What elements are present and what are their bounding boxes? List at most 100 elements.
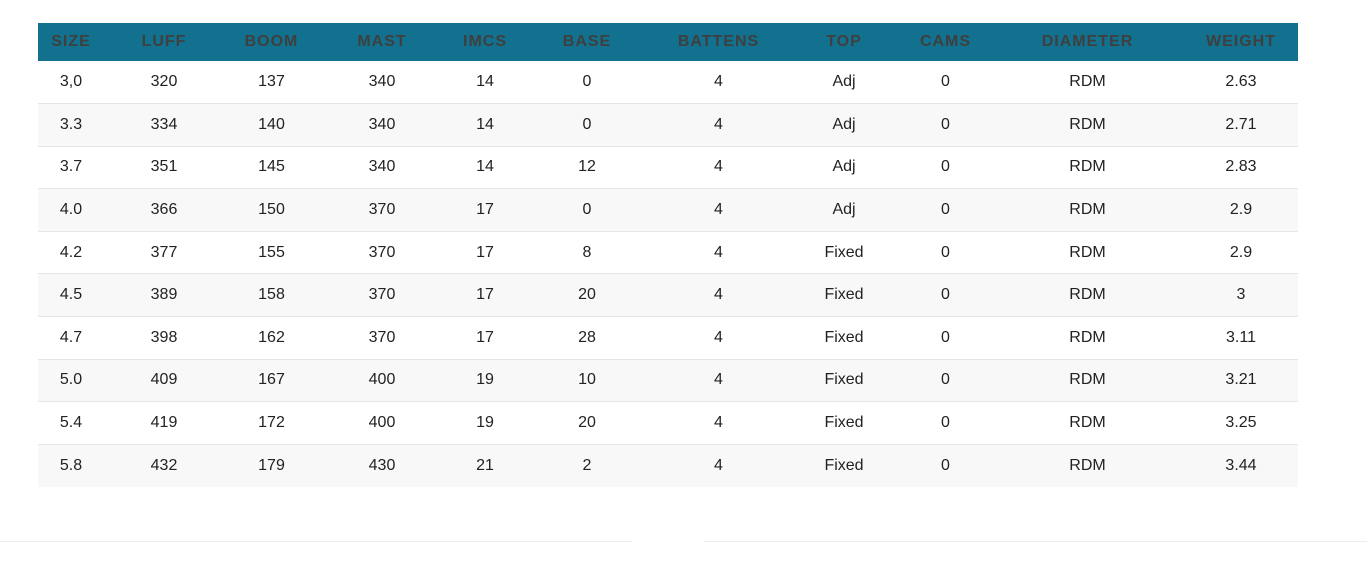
cell-luff: 351 bbox=[104, 146, 224, 190]
cell-weight: 2.71 bbox=[1184, 103, 1298, 147]
cell-diameter: RDM bbox=[991, 61, 1184, 105]
cell-boom: 137 bbox=[224, 61, 319, 105]
cell-boom: 162 bbox=[224, 316, 319, 360]
cell-battens: 4 bbox=[649, 188, 788, 232]
cell-top: Adj bbox=[788, 146, 900, 190]
cell-battens: 4 bbox=[649, 61, 788, 105]
cell-diameter: RDM bbox=[991, 231, 1184, 275]
cell-boom: 172 bbox=[224, 401, 319, 445]
cell-weight: 3 bbox=[1184, 273, 1298, 318]
cell-size: 4.2 bbox=[38, 231, 104, 275]
cell-mast: 340 bbox=[319, 146, 445, 190]
cell-mast: 400 bbox=[319, 359, 445, 403]
table-row: 5.4 419 172 400 19 20 4 Fixed 0 RDM 3.25 bbox=[38, 401, 1298, 445]
cell-weight: 3.11 bbox=[1184, 316, 1298, 360]
cell-battens: 4 bbox=[714, 456, 723, 474]
cell-diameter: RDM bbox=[991, 146, 1184, 190]
cell-battens: 4 bbox=[649, 231, 788, 275]
table-header: SIZE LUFF BOOM MAST IMCS BASE BATTENS TO… bbox=[38, 23, 1298, 61]
column-header-imcs: IMCS bbox=[463, 33, 507, 50]
cell-size: 3.3 bbox=[38, 103, 104, 147]
cell-luff: 419 bbox=[104, 401, 224, 445]
cell-diameter: RDM bbox=[1069, 456, 1106, 474]
cell-boom: 155 bbox=[224, 231, 319, 275]
cell-weight: 3.25 bbox=[1184, 401, 1298, 445]
cell-size: 4.5 bbox=[38, 273, 104, 318]
cell-cams: 0 bbox=[900, 146, 991, 190]
cell-cams: 0 bbox=[900, 61, 991, 105]
cell-weight: 2.83 bbox=[1184, 146, 1298, 190]
cell-boom: 150 bbox=[224, 188, 319, 232]
column-header-weight: WEIGHT bbox=[1206, 33, 1276, 50]
table-row: 4.7 398 162 370 17 28 4 Fixed 0 RDM 3.11 bbox=[38, 316, 1298, 360]
cell-size: 5.0 bbox=[38, 359, 104, 403]
cell-mast: 400 bbox=[319, 401, 445, 445]
cell-mast: 370 bbox=[319, 231, 445, 275]
cell-mast: 340 bbox=[319, 61, 445, 105]
cell-base: 2 bbox=[582, 456, 592, 474]
cell-base: 0 bbox=[525, 188, 649, 232]
cell-base: 20 bbox=[525, 401, 649, 445]
cell-luff: 366 bbox=[104, 188, 224, 232]
column-header-top: TOP bbox=[826, 33, 862, 50]
cell-mast: 370 bbox=[319, 273, 445, 318]
cell-imcs: 17 bbox=[445, 231, 525, 275]
cell-mast: 370 bbox=[319, 316, 445, 360]
cell-boom: 167 bbox=[224, 359, 319, 403]
cell-cams: 0 bbox=[900, 401, 991, 445]
cell-luff: 432 bbox=[150, 456, 178, 474]
cell-top: Fixed bbox=[788, 231, 900, 275]
table-row: 3.3 334 140 340 14 0 4 Adj 0 RDM 2.71 bbox=[38, 103, 1298, 147]
cell-base: 10 bbox=[525, 359, 649, 403]
cell-boom: 158 bbox=[224, 273, 319, 318]
cell-battens: 4 bbox=[649, 146, 788, 190]
cell-imcs: 14 bbox=[445, 61, 525, 105]
cell-top: Fixed bbox=[788, 316, 900, 360]
cell-luff: 334 bbox=[104, 103, 224, 147]
cell-battens: 4 bbox=[649, 401, 788, 445]
cell-base: 0 bbox=[525, 103, 649, 147]
cell-diameter: RDM bbox=[991, 273, 1184, 318]
cell-luff: 409 bbox=[104, 359, 224, 403]
cell-mast: 430 bbox=[368, 456, 396, 474]
cell-diameter: RDM bbox=[991, 316, 1184, 360]
cell-luff: 377 bbox=[104, 231, 224, 275]
cell-cams: 0 bbox=[900, 316, 991, 360]
cell-boom: 140 bbox=[224, 103, 319, 147]
cell-base: 8 bbox=[525, 231, 649, 275]
cell-boom: 145 bbox=[224, 146, 319, 190]
cell-weight: 3.21 bbox=[1184, 359, 1298, 403]
column-header-base: BASE bbox=[562, 33, 612, 50]
footer-divider-left bbox=[0, 541, 632, 542]
cell-mast: 370 bbox=[319, 188, 445, 232]
cell-size: 4.7 bbox=[38, 316, 104, 360]
cell-base: 20 bbox=[525, 273, 649, 318]
cell-imcs: 19 bbox=[445, 401, 525, 445]
column-header-diameter: DIAMETER bbox=[1041, 33, 1134, 50]
cell-battens: 4 bbox=[649, 103, 788, 147]
cell-battens: 4 bbox=[649, 273, 788, 318]
cell-size: 4.0 bbox=[38, 188, 104, 232]
cell-cams: 0 bbox=[900, 188, 991, 232]
cell-cams: 0 bbox=[941, 456, 950, 474]
cell-base: 12 bbox=[525, 146, 649, 190]
cell-imcs: 21 bbox=[476, 456, 494, 474]
cell-top: Fixed bbox=[788, 401, 900, 445]
table-row: 4.0 366 150 370 17 0 4 Adj 0 RDM 2.9 bbox=[38, 188, 1298, 232]
cell-weight: 2.9 bbox=[1184, 231, 1298, 275]
cell-cams: 0 bbox=[900, 231, 991, 275]
cell-battens: 4 bbox=[649, 359, 788, 403]
cell-diameter: RDM bbox=[991, 401, 1184, 445]
cell-imcs: 14 bbox=[445, 146, 525, 190]
specs-table: SIZE LUFF BOOM MAST IMCS BASE BATTENS TO… bbox=[38, 23, 1298, 487]
cell-size: 3.7 bbox=[38, 146, 104, 190]
cell-diameter: RDM bbox=[991, 188, 1184, 232]
cell-base: 28 bbox=[525, 316, 649, 360]
cell-base: 0 bbox=[525, 61, 649, 105]
footer-divider-right bbox=[704, 541, 1367, 542]
column-header-luff: LUFF bbox=[141, 33, 187, 50]
cell-top: Adj bbox=[788, 188, 900, 232]
table-row: 4.2 377 155 370 17 8 4 Fixed 0 RDM 2.9 bbox=[38, 231, 1298, 275]
cell-weight: 2.63 bbox=[1184, 61, 1298, 105]
cell-cams: 0 bbox=[900, 103, 991, 147]
